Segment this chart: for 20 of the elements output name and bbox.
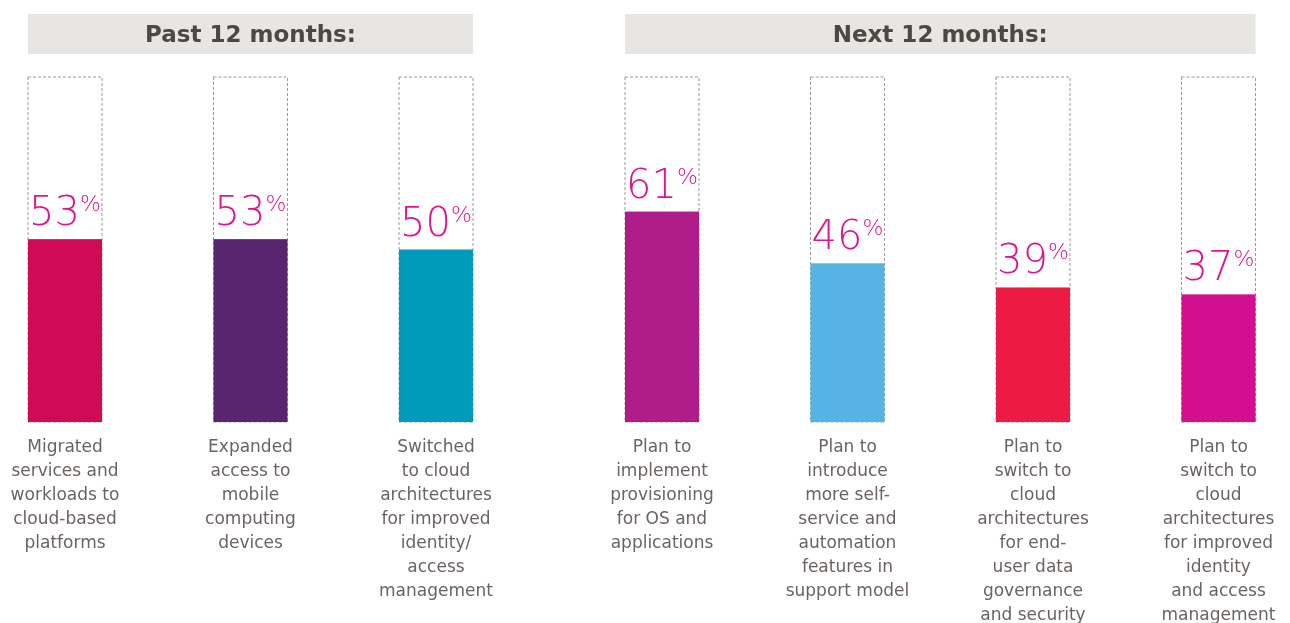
- data-label: 61%: [626, 160, 698, 207]
- x-tick-label: Migrated services and workloads to cloud-based platforms: [10, 436, 120, 552]
- data-label: 53%: [214, 188, 287, 235]
- data-label: 46%: [811, 212, 884, 259]
- data-label: 50%: [400, 198, 472, 245]
- bar: [810, 263, 885, 422]
- data-label: 37%: [1182, 243, 1255, 290]
- x-tick-label: Switched to cloud architectures for improved identity/ access management: [379, 436, 494, 600]
- bar: [1181, 294, 1256, 422]
- bar: [996, 287, 1070, 422]
- bar: [625, 211, 699, 422]
- chart-title: Next 12 months:: [832, 21, 1048, 47]
- x-tick-label: Plan to implement provisioning for OS and applications: [610, 436, 714, 552]
- x-tick-label: Expanded access to mobile computing devices: [205, 436, 296, 552]
- data-label: 53%: [29, 188, 101, 235]
- x-tick-label: Plan to switch to cloud architectures for end- user data governance and security: [977, 436, 1089, 623]
- data-label: 39%: [997, 236, 1069, 283]
- x-tick-label: Plan to introduce more self- service and automation features in support model: [785, 436, 910, 600]
- x-tick-label: Plan to switch to cloud architectures for improved identity and access management: [1161, 436, 1276, 623]
- chart-title: Past 12 months:: [145, 21, 356, 47]
